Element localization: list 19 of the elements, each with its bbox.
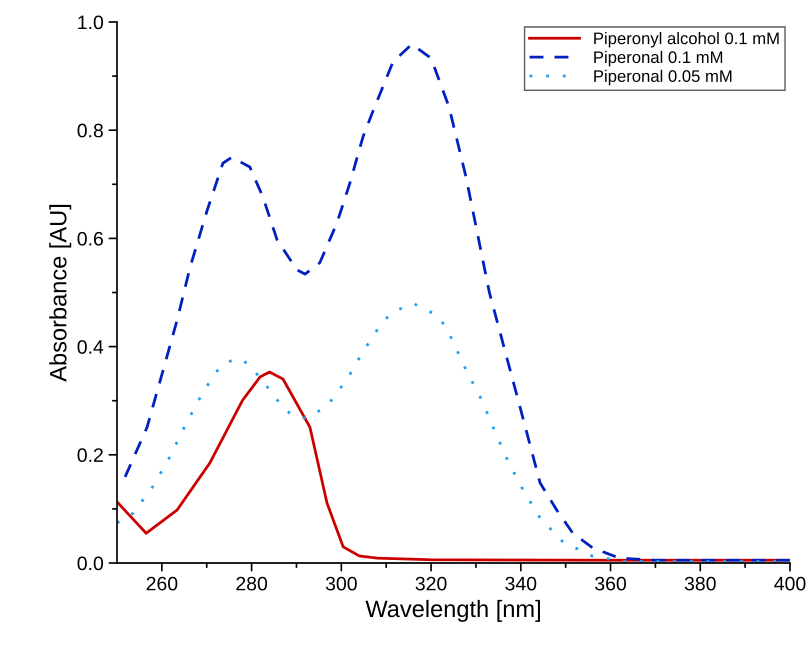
x-axis-title: Wavelength [nm] [365, 600, 540, 622]
y-tick-label: 1.0 [78, 15, 104, 30]
y-tick-label: 0.4 [78, 340, 104, 354]
x-tick-label: 300 [326, 576, 357, 590]
legend-label: Piperonal 0.1 mM [594, 50, 722, 66]
x-tick-label: 360 [595, 576, 626, 590]
legend-label: Piperonal 0.05 mM [594, 70, 732, 86]
x-tick-label: 400 [774, 576, 806, 590]
x-tick-label: 340 [505, 576, 536, 590]
y-axis-title: Absorbance [AU] [49, 204, 72, 382]
y-tick-label: 0.8 [78, 124, 103, 138]
legend-label: Piperonyl alcohol 0.1 mM [594, 32, 779, 48]
y-tick-label: 0.6 [78, 232, 103, 246]
x-tick-label: 320 [416, 576, 447, 590]
x-tick-label: 380 [684, 576, 716, 590]
y-tick-label: 0.2 [78, 448, 103, 462]
x-tick-label: 280 [236, 576, 268, 590]
y-tick-label: 0.0 [78, 556, 104, 570]
x-tick-label: 260 [146, 576, 178, 590]
